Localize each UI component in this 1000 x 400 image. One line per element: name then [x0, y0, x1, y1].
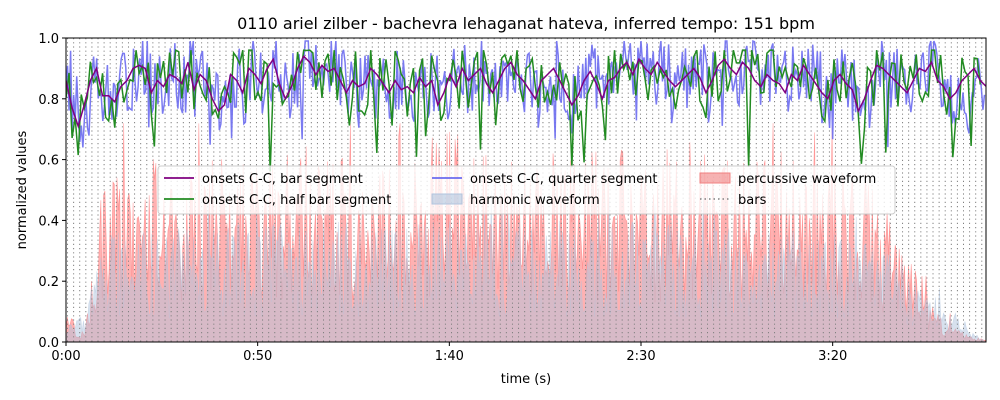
series-layer [66, 39, 986, 172]
legend-label: harmonic waveform [470, 193, 600, 208]
y-tick-label: 0.4 [38, 214, 59, 229]
x-axis-label: time (s) [501, 372, 551, 387]
waveform-layer [66, 123, 986, 342]
x-tick-label: 3:20 [818, 349, 847, 364]
y-tick-label: 0.8 [38, 93, 59, 108]
x-tick-label: 0:50 [243, 349, 272, 364]
y-axis: 0.0 0.2 0.4 0.6 0.8 1.0 [38, 32, 66, 351]
legend: onsets C-C, bar segment onsets C-C, half … [157, 165, 896, 215]
series-line-onsets-C-C-quarter-segment [66, 39, 986, 148]
plot-frame [65, 37, 987, 343]
legend-swatch [699, 172, 731, 184]
y-tick-label: 1.0 [38, 32, 59, 47]
legend-label: percussive waveform [738, 172, 876, 187]
legend-label: onsets C-C, half bar segment [202, 193, 391, 208]
chart-title: 0110 ariel zilber - bachevra lehaganat h… [237, 14, 815, 33]
y-tick-label: 0.2 [38, 275, 59, 290]
y-tick-label: 0.0 [38, 336, 59, 351]
x-axis: 0:00 0:50 1:40 2:30 3:20 [51, 342, 847, 364]
x-tick-label: 0:00 [51, 349, 80, 364]
harmonic-waveform [66, 190, 986, 342]
series-line-onsets-C-C-bar-segment [66, 54, 986, 129]
legend-label: bars [738, 193, 767, 208]
x-tick-label: 2:30 [626, 349, 655, 364]
legend-label: onsets C-C, bar segment [202, 172, 363, 187]
legend-label: onsets C-C, quarter segment [470, 172, 657, 187]
y-tick-label: 0.6 [38, 154, 59, 169]
x-tick-label: 1:40 [435, 349, 464, 364]
y-axis-label: normalized values [15, 130, 30, 249]
series-line-onsets-C-C-half-bar-segment [66, 49, 981, 172]
legend-swatch [431, 193, 463, 205]
